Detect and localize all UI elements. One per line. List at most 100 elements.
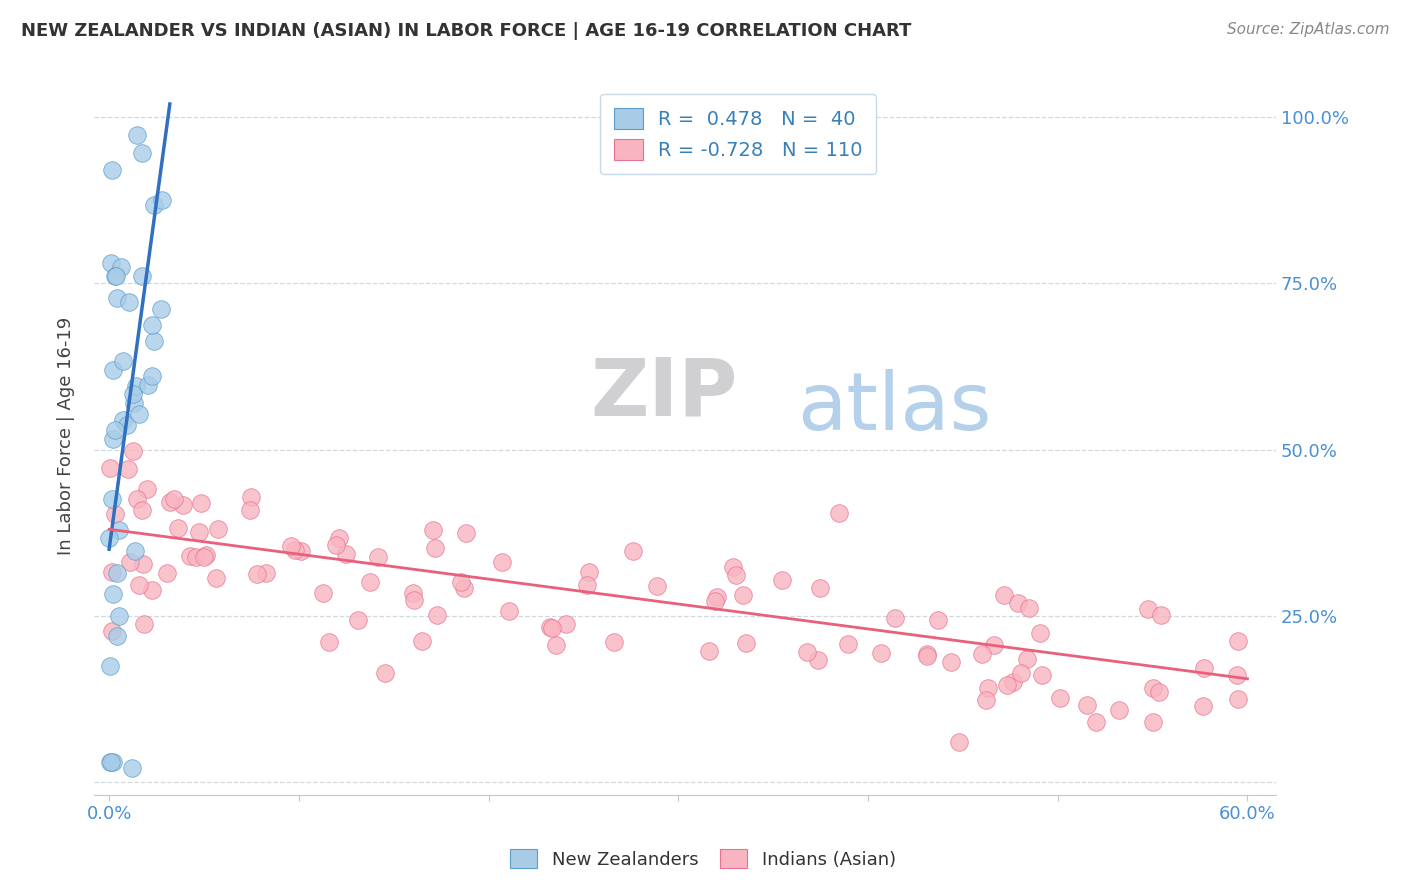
Point <box>128 407 150 421</box>
Point <box>124 544 146 558</box>
Point <box>927 613 949 627</box>
Point <box>136 483 159 497</box>
Text: Source: ZipAtlas.com: Source: ZipAtlas.com <box>1226 22 1389 37</box>
Point <box>111 354 134 368</box>
Point <box>103 755 125 769</box>
Point <box>101 624 124 639</box>
Point <box>491 554 513 568</box>
Point <box>98 659 121 673</box>
Point <box>207 522 229 536</box>
Point <box>335 547 357 561</box>
Point <box>1108 703 1130 717</box>
Point <box>131 269 153 284</box>
Point <box>254 566 277 580</box>
Point <box>143 198 166 212</box>
Point <box>359 575 381 590</box>
Point <box>721 560 744 574</box>
Point <box>122 396 145 410</box>
Point <box>118 555 141 569</box>
Point <box>1226 691 1249 706</box>
Point <box>1018 601 1040 615</box>
Point <box>883 611 905 625</box>
Point <box>1084 714 1107 729</box>
Point <box>796 645 818 659</box>
Point <box>1007 596 1029 610</box>
Point <box>554 617 576 632</box>
Point <box>105 629 128 643</box>
Point <box>115 417 138 432</box>
Text: atlas: atlas <box>797 368 991 447</box>
Point <box>141 582 163 597</box>
Point <box>544 638 567 652</box>
Point <box>128 578 150 592</box>
Point <box>1142 714 1164 729</box>
Point <box>290 544 312 558</box>
Point <box>576 578 599 592</box>
Point <box>280 539 302 553</box>
Point <box>143 334 166 348</box>
Point <box>870 646 893 660</box>
Point <box>125 379 148 393</box>
Point <box>132 558 155 572</box>
Point <box>402 586 425 600</box>
Point <box>734 636 756 650</box>
Point <box>1142 681 1164 696</box>
Point <box>541 621 564 635</box>
Point <box>100 256 122 270</box>
Point <box>125 128 148 142</box>
Point <box>828 506 851 520</box>
Point <box>328 531 350 545</box>
Point <box>697 644 720 658</box>
Legend: R =  0.478   N =  40, R = -0.728   N = 110: R = 0.478 N = 40, R = -0.728 N = 110 <box>600 95 876 174</box>
Y-axis label: In Labor Force | Age 16-19: In Labor Force | Age 16-19 <box>58 318 75 556</box>
Point <box>239 490 262 504</box>
Point <box>107 608 129 623</box>
Point <box>1227 633 1250 648</box>
Point <box>374 665 396 680</box>
Point <box>704 593 727 607</box>
Point <box>101 432 124 446</box>
Point <box>411 634 433 648</box>
Point <box>104 507 127 521</box>
Point <box>98 531 121 545</box>
Point <box>159 494 181 508</box>
Point <box>578 566 600 580</box>
Point <box>166 521 188 535</box>
Point <box>127 492 149 507</box>
Point <box>162 491 184 506</box>
Point <box>347 613 370 627</box>
Legend: New Zealanders, Indians (Asian): New Zealanders, Indians (Asian) <box>503 841 903 876</box>
Point <box>193 550 215 565</box>
Point <box>150 194 173 208</box>
Point <box>118 295 141 310</box>
Point <box>312 586 335 600</box>
Point <box>367 549 389 564</box>
Point <box>101 163 124 178</box>
Point <box>179 549 201 563</box>
Point <box>404 592 426 607</box>
Point <box>453 581 475 595</box>
Point <box>149 302 172 317</box>
Point <box>807 653 830 667</box>
Point <box>101 363 124 377</box>
Point <box>498 604 520 618</box>
Point <box>104 268 127 283</box>
Point <box>915 648 938 663</box>
Point <box>194 549 217 563</box>
Point <box>110 260 132 275</box>
Point <box>1226 668 1249 682</box>
Point <box>724 568 747 582</box>
Point <box>974 693 997 707</box>
Point <box>1010 666 1032 681</box>
Point <box>948 735 970 749</box>
Point <box>645 579 668 593</box>
Point <box>1001 674 1024 689</box>
Point <box>808 581 831 595</box>
Point <box>1028 625 1050 640</box>
Text: NEW ZEALANDER VS INDIAN (ASIAN) IN LABOR FORCE | AGE 16-19 CORRELATION CHART: NEW ZEALANDER VS INDIAN (ASIAN) IN LABOR… <box>21 22 911 40</box>
Point <box>423 541 446 556</box>
Point <box>1076 698 1098 712</box>
Point <box>837 638 859 652</box>
Point <box>108 523 131 537</box>
Point <box>602 635 624 649</box>
